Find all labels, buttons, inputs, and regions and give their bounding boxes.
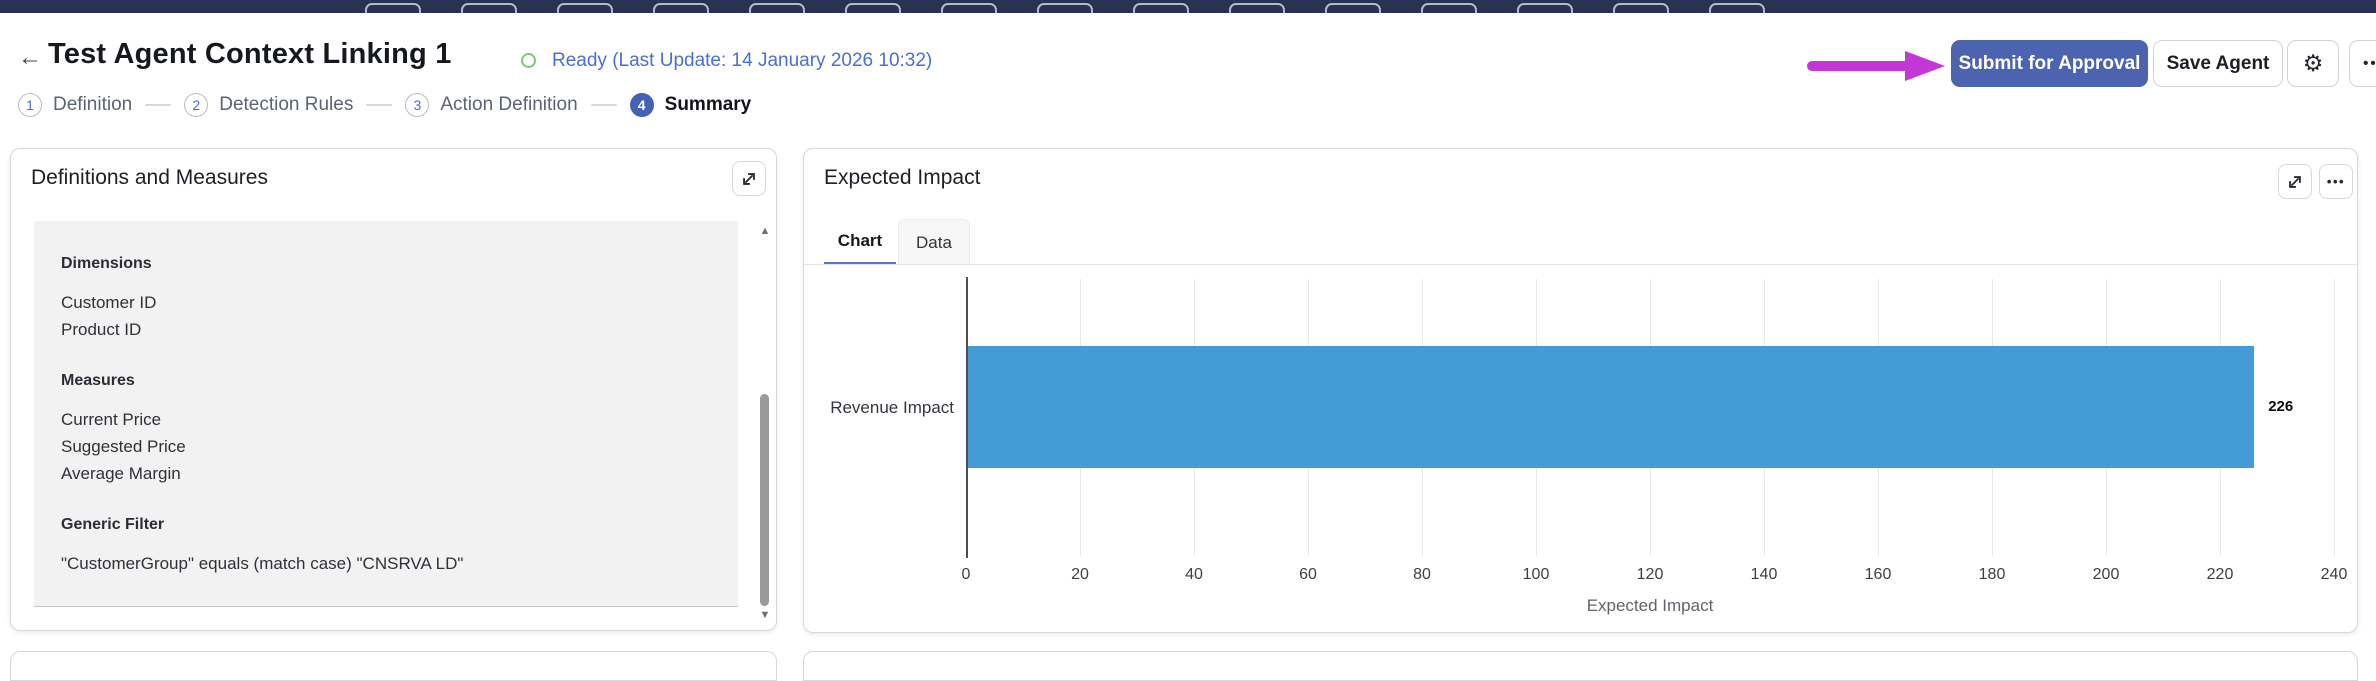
browser-tab[interactable] xyxy=(749,3,805,13)
x-tick-label: 240 xyxy=(2320,566,2348,583)
section-heading: Measures xyxy=(61,372,135,389)
step-connector xyxy=(366,104,393,106)
x-tick-label: 40 xyxy=(1185,566,1203,583)
browser-tab[interactable] xyxy=(461,3,517,13)
section-heading: Generic Filter xyxy=(61,516,165,533)
annotation-arrow xyxy=(1807,51,1945,81)
bottom-card-right-stub xyxy=(803,651,2358,681)
ellipsis-icon: ••• xyxy=(2363,55,2376,72)
status-text[interactable]: Ready (Last Update: 14 January 2026 10:3… xyxy=(552,50,933,71)
definitions-summary-panel: Dimensions Customer ID Product ID Measures C… xyxy=(34,221,738,607)
section-item: Current Price xyxy=(61,410,162,429)
x-tick-label: 100 xyxy=(1522,566,1550,583)
browser-tab[interactable] xyxy=(1613,3,1669,13)
definition-section: Measures Current Price Suggested Price Aver… xyxy=(61,372,738,487)
expand-button[interactable] xyxy=(2278,164,2312,199)
step-action-definition[interactable]: 3 Action Definition xyxy=(405,93,578,117)
browser-tab[interactable] xyxy=(845,3,901,13)
y-axis-line xyxy=(966,277,968,558)
x-tick-label: 220 xyxy=(2206,566,2234,583)
browser-tab[interactable] xyxy=(365,3,421,13)
step-label: Summary xyxy=(664,94,752,115)
x-tick-label: 160 xyxy=(1864,566,1892,583)
x-tick-label: 0 xyxy=(961,566,971,583)
category-label: Revenue Impact xyxy=(830,398,954,417)
x-tick-label: 200 xyxy=(2092,566,2120,583)
scrollbar-thumb[interactable] xyxy=(760,394,769,606)
browser-tab[interactable] xyxy=(1421,3,1477,13)
definitions-and-measures-card: Definitions and Measures Dimensions Custo… xyxy=(10,148,777,631)
definition-section: Generic Filter "CustomerGroup" equals (ma… xyxy=(61,516,738,577)
step-label: Action Definition xyxy=(440,94,578,115)
browser-tab[interactable] xyxy=(1325,3,1381,13)
ellipsis-icon: ••• xyxy=(2326,174,2346,189)
definition-section: Dimensions Customer ID Product ID xyxy=(61,255,738,343)
back-icon[interactable]: ← xyxy=(18,44,42,71)
stepper: 1 Definition 2 Detection Rules 3 Action Defin… xyxy=(18,92,751,118)
section-item: "CustomerGroup" equals (match case) "CNS… xyxy=(61,554,464,573)
expected-impact-card: Expected Impact ••• Chart Data 0 20 40 60 80 1… xyxy=(803,148,2358,633)
x-tick-label: 120 xyxy=(1636,566,1664,583)
step-definition[interactable]: 1 Definition xyxy=(18,93,132,117)
bottom-card-left-stub xyxy=(10,651,777,681)
page-title: Test Agent Context Linking 1 xyxy=(48,38,452,70)
x-tick-label: 180 xyxy=(1978,566,2006,583)
definitions-card-title: Definitions and Measures xyxy=(31,166,268,189)
tabs-divider xyxy=(804,264,2357,265)
step-summary[interactable]: 4 Summary xyxy=(629,93,752,117)
browser-tab[interactable] xyxy=(557,3,613,13)
browser-tab[interactable] xyxy=(1229,3,1285,13)
expand-button[interactable] xyxy=(732,161,766,196)
step-number: 3 xyxy=(405,93,430,117)
browser-tab[interactable] xyxy=(1037,3,1093,13)
section-heading: Dimensions xyxy=(61,255,152,272)
browser-tab[interactable] xyxy=(653,3,709,13)
step-label: Detection Rules xyxy=(219,94,354,115)
x-axis-title: Expected Impact xyxy=(1586,596,1714,615)
section-item: Customer ID xyxy=(61,293,157,312)
settings-gear-button[interactable]: ⚙ xyxy=(2287,40,2339,87)
browser-tab[interactable] xyxy=(1133,3,1189,13)
browser-tab-strip xyxy=(0,0,2376,13)
step-number: 1 xyxy=(18,93,42,117)
more-actions-button[interactable]: ••• xyxy=(2349,40,2376,87)
step-label: Definition xyxy=(53,94,133,115)
x-tick-label: 140 xyxy=(1750,566,1778,583)
chart-gridline xyxy=(2334,279,2335,556)
browser-tab[interactable] xyxy=(1709,3,1765,13)
bar-revenue-impact[interactable] xyxy=(968,346,2255,468)
section-item: Suggested Price xyxy=(61,437,186,456)
expand-diagonal-icon xyxy=(2289,175,2301,188)
step-number: 4 xyxy=(629,93,654,117)
step-detection-rules[interactable]: 2 Detection Rules xyxy=(184,93,353,117)
status-ready-icon xyxy=(521,53,536,68)
bar-value-label: 226 xyxy=(2268,398,2294,415)
x-tick-label: 80 xyxy=(1413,566,1431,583)
x-tick-label: 60 xyxy=(1299,566,1317,583)
section-item: Product ID xyxy=(61,320,142,339)
tab-data[interactable]: Data xyxy=(898,219,970,265)
browser-tab[interactable] xyxy=(941,3,997,13)
step-number: 2 xyxy=(184,93,209,117)
submit-for-approval-button[interactable]: Submit for Approval xyxy=(1951,40,2148,87)
scroll-up-icon[interactable]: ▲ xyxy=(759,225,771,237)
impact-card-title: Expected Impact xyxy=(824,166,981,189)
card-more-actions-button[interactable]: ••• xyxy=(2319,164,2353,199)
expand-diagonal-icon xyxy=(743,172,755,185)
step-connector xyxy=(145,104,172,106)
section-item: Average Margin xyxy=(61,464,181,483)
tab-chart[interactable]: Chart xyxy=(824,219,896,265)
step-connector xyxy=(590,104,617,106)
x-tick-label: 20 xyxy=(1071,566,1089,583)
browser-tab[interactable] xyxy=(1517,3,1573,13)
save-agent-button[interactable]: Save Agent xyxy=(2153,40,2283,87)
scroll-down-icon[interactable]: ▼ xyxy=(759,609,771,621)
gear-icon: ⚙ xyxy=(2302,50,2324,76)
